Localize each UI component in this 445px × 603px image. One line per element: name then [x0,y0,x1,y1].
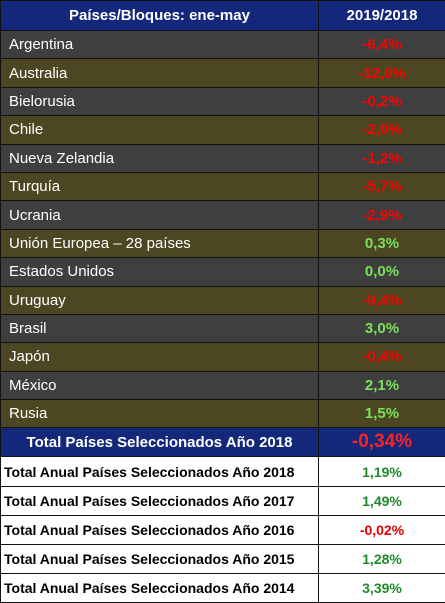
annual-label: Total Anual Países Seleccionados Año 201… [1,574,319,603]
country-name: Ucrania [1,201,319,229]
country-value: 0,3% [319,229,445,257]
country-name: Nueva Zelandia [1,144,319,172]
annual-label: Total Anual Países Seleccionados Año 201… [1,515,319,544]
total-row: Total Países Seleccionados Año 2018-0,34… [1,428,445,457]
country-value: -6,4% [319,31,445,59]
annual-row: Total Anual Países Seleccionados Año 201… [1,574,445,603]
header-row: Países/Bloques: ene-may 2019/2018 [1,1,445,31]
country-name: Brasil [1,314,319,342]
country-name: Chile [1,116,319,144]
header-countries: Países/Bloques: ene-may [1,1,319,31]
country-row: Japón-0,4% [1,343,445,371]
annual-label: Total Anual Países Seleccionados Año 201… [1,457,319,486]
country-value: -2,0% [319,116,445,144]
total-label: Total Países Seleccionados Año 2018 [1,428,319,457]
country-name: México [1,371,319,399]
country-name: Japón [1,343,319,371]
annual-row: Total Anual Países Seleccionados Año 201… [1,457,445,486]
country-value: 2,1% [319,371,445,399]
country-row: Chile-2,0% [1,116,445,144]
country-row: Argentina-6,4% [1,31,445,59]
annual-label: Total Anual Países Seleccionados Año 201… [1,486,319,515]
total-value: -0,34% [319,428,445,457]
annual-value: 1,19% [319,457,445,486]
country-name: Unión Europea – 28 países [1,229,319,257]
annual-row: Total Anual Países Seleccionados Año 201… [1,486,445,515]
country-value: -1,2% [319,144,445,172]
annual-value: 1,28% [319,545,445,574]
annual-row: Total Anual Países Seleccionados Año 201… [1,545,445,574]
country-name: Uruguay [1,286,319,314]
country-row: Bielorusia-0,2% [1,87,445,115]
country-row: Australia-12,0% [1,59,445,87]
country-value: -0,2% [319,87,445,115]
country-value: -2,9% [319,201,445,229]
country-value: 0,0% [319,258,445,286]
country-name: Turquía [1,172,319,200]
country-name: Estados Unidos [1,258,319,286]
country-value: 1,5% [319,400,445,428]
annual-row: Total Anual Países Seleccionados Año 201… [1,515,445,544]
country-value: -12,0% [319,59,445,87]
country-row: Ucrania-2,9% [1,201,445,229]
country-name: Australia [1,59,319,87]
country-value: -5,7% [319,172,445,200]
country-name: Argentina [1,31,319,59]
country-value: -0,4% [319,343,445,371]
country-name: Bielorusia [1,87,319,115]
annual-label: Total Anual Países Seleccionados Año 201… [1,545,319,574]
country-value: 3,0% [319,314,445,342]
country-name: Rusia [1,400,319,428]
annual-value: 1,49% [319,486,445,515]
country-value: -9,4% [319,286,445,314]
annual-value: -0,02% [319,515,445,544]
country-row: Nueva Zelandia-1,2% [1,144,445,172]
country-row: Turquía-5,7% [1,172,445,200]
annual-value: 3,39% [319,574,445,603]
header-period: 2019/2018 [319,1,445,31]
country-row: Uruguay-9,4% [1,286,445,314]
